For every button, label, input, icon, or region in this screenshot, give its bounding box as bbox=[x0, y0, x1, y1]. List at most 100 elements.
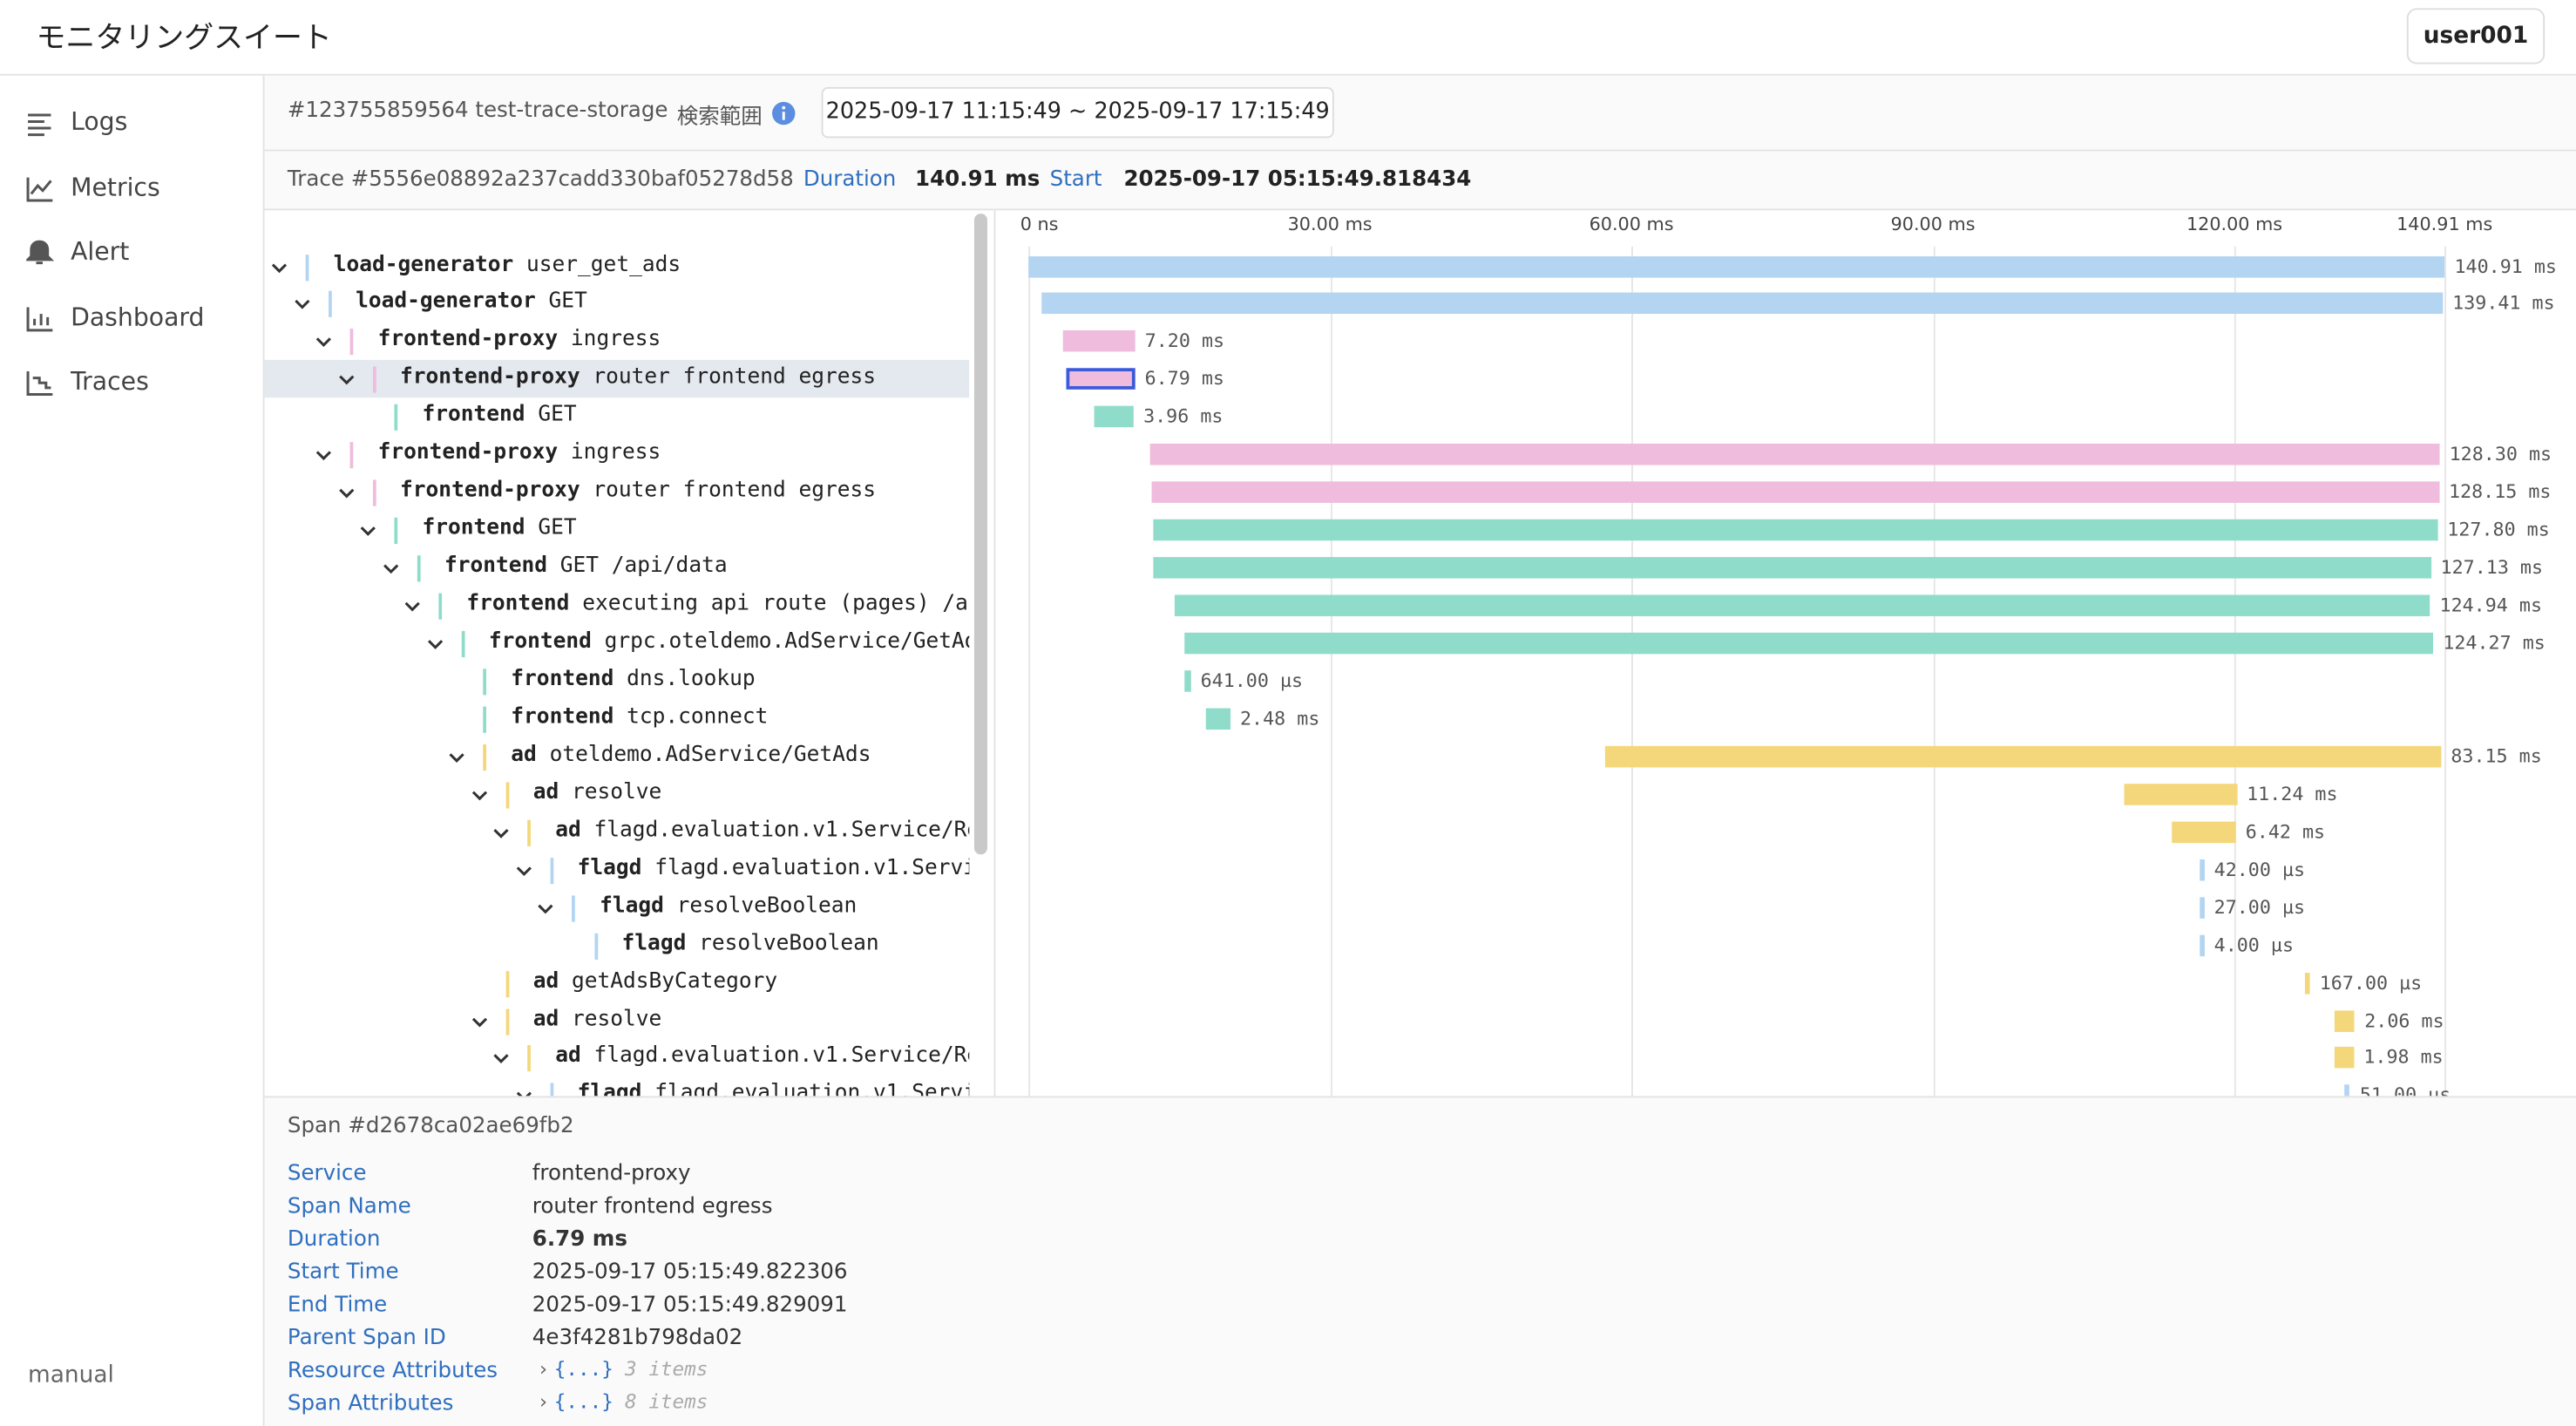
toggle-chevron[interactable] bbox=[471, 787, 487, 804]
toggle-chevron[interactable] bbox=[404, 598, 421, 615]
span-bar[interactable] bbox=[1150, 481, 2439, 504]
span-bar[interactable] bbox=[1183, 670, 1191, 692]
expander: › bbox=[537, 1389, 550, 1414]
toggle-chevron[interactable] bbox=[493, 1050, 510, 1067]
chevron bbox=[515, 1092, 532, 1097]
toggle-chevron[interactable] bbox=[360, 523, 376, 540]
duration-label: 51.00 µs bbox=[2359, 1083, 2451, 1097]
span-row[interactable]: frontend-proxy ingress bbox=[265, 436, 970, 473]
service-marker bbox=[572, 894, 575, 921]
toggle-chevron[interactable] bbox=[382, 560, 398, 577]
span-row[interactable]: frontend-proxy router frontend egress bbox=[265, 473, 970, 511]
span-bar[interactable] bbox=[2199, 896, 2205, 919]
span-bar[interactable] bbox=[1153, 519, 2437, 541]
span-row[interactable]: frontend GET bbox=[265, 512, 970, 549]
span-row[interactable]: flagd flagd.evaluation.v1.Service/Resolv… bbox=[265, 851, 969, 888]
span-row[interactable]: load-generator GET bbox=[265, 285, 970, 323]
toggle-chevron[interactable] bbox=[337, 485, 354, 501]
span-row[interactable]: flagd resolveBoolean bbox=[265, 888, 970, 926]
toggle-chevron[interactable] bbox=[515, 1089, 532, 1097]
toggle-chevron[interactable] bbox=[315, 447, 332, 464]
range-input[interactable]: 2025-09-17 11:15:49 ~ 2025-09-17 17:15:4… bbox=[821, 86, 1334, 139]
span-bar[interactable] bbox=[1041, 293, 2443, 315]
span-bar[interactable] bbox=[1605, 745, 2442, 768]
span-row[interactable]: frontend grpc.oteldemo.AdService/GetAds bbox=[265, 624, 969, 662]
span-bar[interactable] bbox=[2199, 859, 2205, 880]
span-bar[interactable] bbox=[2171, 821, 2236, 843]
chevron bbox=[449, 752, 464, 763]
x-tick-label: 60.00 ms bbox=[1589, 214, 1674, 235]
span-row[interactable]: ad getAdsByCategory bbox=[265, 964, 970, 1002]
attr-value[interactable]: › {...} 8 items bbox=[537, 1390, 708, 1413]
span-bar[interactable] bbox=[2334, 1009, 2355, 1031]
span-bar[interactable] bbox=[1094, 406, 1134, 428]
span-name: ingress bbox=[570, 440, 661, 465]
span-row[interactable]: ad oteldemo.AdService/GetAds bbox=[265, 737, 970, 775]
toggle-chevron[interactable] bbox=[471, 1013, 487, 1029]
search-bar: #123755859564 test-trace-storage 検索範囲 20… bbox=[264, 75, 2576, 152]
app-title: モニタリングスイート bbox=[36, 21, 332, 57]
toggle-chevron[interactable] bbox=[315, 334, 332, 350]
x-tick-label: 90.00 ms bbox=[1890, 214, 1976, 235]
duration-label: 167.00 µs bbox=[2319, 970, 2423, 994]
span-row[interactable]: ad resolve bbox=[265, 1002, 970, 1039]
span-bar[interactable] bbox=[2124, 783, 2237, 805]
attr-value[interactable]: › {...} 3 items bbox=[537, 1357, 708, 1380]
toggle-chevron[interactable] bbox=[515, 862, 532, 879]
toggle-chevron[interactable] bbox=[337, 372, 354, 389]
toggle-chevron[interactable] bbox=[493, 825, 510, 841]
span-row[interactable]: frontend GET bbox=[265, 398, 970, 436]
span-bar[interactable] bbox=[2304, 972, 2310, 994]
span-row[interactable]: ad resolve bbox=[265, 775, 970, 812]
span-name: dns.lookup bbox=[627, 667, 756, 692]
toggle-chevron[interactable] bbox=[271, 259, 288, 275]
span-row[interactable]: frontend tcp.connect bbox=[265, 700, 970, 737]
span-bar[interactable] bbox=[2334, 1047, 2355, 1070]
span-row[interactable]: frontend-proxy ingress bbox=[265, 323, 970, 360]
sidebar: Logs Metrics Alert Dashboard Traces manual bbox=[0, 75, 265, 1426]
span-bar[interactable] bbox=[1205, 708, 1230, 730]
span-row[interactable]: ad flagd.evaluation.v1.Service/ResolveBo… bbox=[265, 813, 969, 851]
span-bar[interactable] bbox=[1028, 255, 2445, 277]
span-name: getAdsByCategory bbox=[572, 968, 778, 994]
span-name: router frontend egress bbox=[593, 478, 876, 504]
span-name: flagd.evaluation.v1.Service/ResolveBoole… bbox=[654, 1082, 969, 1097]
span-row[interactable]: flagd flagd.evaluation.v1.Service/Resolv… bbox=[265, 1077, 969, 1097]
span-row[interactable]: frontend GET /api/data bbox=[265, 549, 970, 587]
span-row[interactable]: frontend executing api route (pages) /a bbox=[265, 587, 970, 624]
nav-item[interactable]: Alert bbox=[71, 236, 130, 267]
span-row[interactable]: frontend-proxy router frontend egress bbox=[264, 360, 970, 398]
nav-item[interactable]: Dashboard bbox=[71, 301, 205, 331]
service-marker bbox=[328, 291, 331, 318]
info-icon[interactable] bbox=[770, 100, 797, 126]
toggle-chevron[interactable] bbox=[426, 636, 443, 653]
toggle-chevron[interactable] bbox=[449, 749, 465, 765]
span-row[interactable]: flagd resolveBoolean bbox=[265, 926, 970, 963]
nav-item[interactable]: Traces bbox=[71, 366, 149, 397]
toggle-chevron[interactable] bbox=[294, 296, 310, 313]
chevron bbox=[493, 1055, 509, 1064]
nav-item[interactable]: Metrics bbox=[71, 172, 160, 201]
span-bar[interactable] bbox=[2344, 1084, 2350, 1097]
toggle-chevron[interactable] bbox=[537, 900, 553, 916]
span-row[interactable]: ad flagd.evaluation.v1.Service/ResolveBo… bbox=[265, 1039, 969, 1076]
span-bar[interactable] bbox=[1174, 594, 2430, 617]
user-button[interactable]: user001 bbox=[2406, 8, 2545, 65]
span-bar[interactable] bbox=[2199, 934, 2205, 956]
span-row[interactable]: frontend dns.lookup bbox=[265, 662, 970, 700]
span-bar[interactable] bbox=[1149, 444, 2440, 465]
scrollbar[interactable] bbox=[973, 214, 988, 855]
service-marker bbox=[527, 819, 531, 846]
span-bar[interactable] bbox=[1062, 330, 1135, 353]
nav-item[interactable]: Logs bbox=[71, 106, 128, 137]
span-bar[interactable] bbox=[1153, 557, 2431, 579]
service-name: frontend bbox=[466, 591, 570, 617]
span-label: ad resolve bbox=[533, 780, 662, 805]
duration-label: 4.00 µs bbox=[2213, 933, 2295, 956]
span-bar[interactable] bbox=[1066, 368, 1135, 390]
service-marker bbox=[483, 669, 487, 696]
span-row[interactable]: load-generator user_get_ads bbox=[265, 248, 970, 285]
span-bar[interactable] bbox=[1183, 632, 2434, 655]
span-name: GET bbox=[548, 289, 587, 315]
